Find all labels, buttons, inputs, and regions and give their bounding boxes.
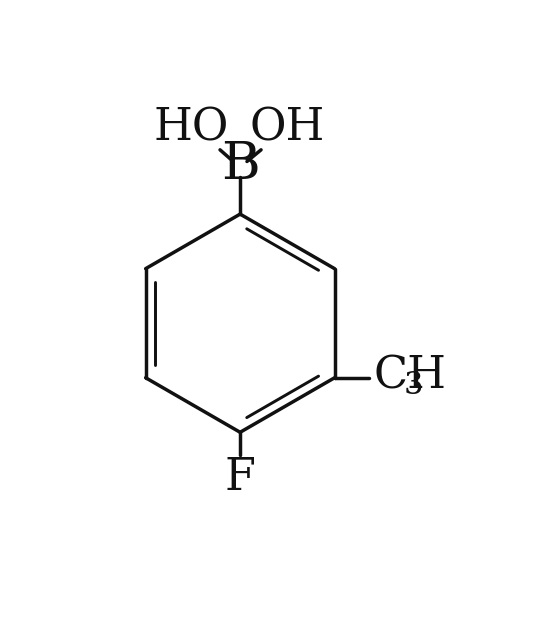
Text: OH: OH	[249, 106, 325, 150]
Text: F: F	[225, 456, 256, 499]
Text: HO: HO	[153, 106, 229, 150]
Text: B: B	[221, 140, 259, 191]
Text: 3: 3	[404, 370, 423, 401]
Text: CH: CH	[373, 355, 446, 397]
